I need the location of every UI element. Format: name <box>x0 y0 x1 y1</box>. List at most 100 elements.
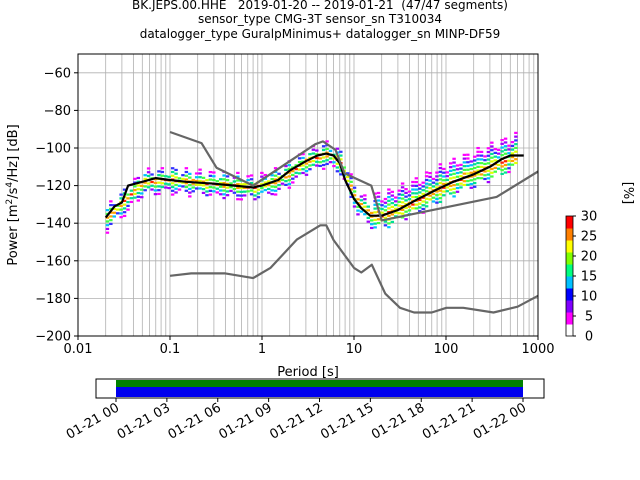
density-cell <box>184 185 189 189</box>
density-cell <box>452 172 456 175</box>
title-line-2: sensor_type CMG-3T sensor_sn T310034 <box>197 12 443 26</box>
density-cell <box>136 176 141 180</box>
density-cell <box>304 166 309 169</box>
density-cell <box>394 203 398 207</box>
density-cell <box>140 188 144 191</box>
density-cell <box>431 192 436 196</box>
density-cell <box>466 179 470 183</box>
density-cell <box>222 174 226 177</box>
density-cell <box>496 163 501 167</box>
density-cell <box>273 178 278 181</box>
density-cell <box>311 163 316 166</box>
density-cell <box>390 202 395 205</box>
colorbar-step <box>566 228 573 231</box>
timeline-tick-label: 01-22 00 <box>471 400 529 442</box>
density-cell <box>115 212 120 215</box>
density-cell <box>157 174 161 177</box>
density-cell <box>150 180 154 184</box>
density-cell <box>514 131 518 134</box>
density-cell <box>373 192 377 195</box>
density-cell <box>455 175 460 178</box>
density-cell <box>332 161 336 164</box>
density-cell <box>164 175 168 178</box>
density-cell <box>376 221 381 225</box>
density-cell <box>369 223 374 226</box>
colorbar-tick-label: 0 <box>585 330 593 345</box>
colorbar-tick-label: 5 <box>585 310 593 325</box>
density-cell <box>424 182 429 185</box>
density-cell <box>455 164 460 167</box>
density-cell <box>133 177 137 180</box>
density-cell <box>435 197 439 201</box>
density-cell <box>418 195 422 198</box>
density-cell <box>349 173 353 176</box>
density-cell <box>387 188 391 191</box>
colorbar-step <box>566 302 573 305</box>
density-cell <box>435 182 439 185</box>
density-cell <box>332 157 336 160</box>
density-cell <box>325 162 329 166</box>
title-line-1: BK.JEPS.00.HHE 2019-01-20 -- 2019-01-21 … <box>132 0 508 12</box>
density-cell <box>459 167 463 170</box>
density-cell <box>253 190 257 193</box>
density-cell <box>483 155 487 158</box>
density-cell <box>315 160 319 163</box>
y-tick-label: −200 <box>35 330 71 345</box>
density-cell <box>160 182 165 185</box>
density-cell <box>143 177 147 181</box>
density-cell <box>170 182 175 185</box>
x-tick-label: 0.01 <box>64 342 93 357</box>
density-cell <box>270 177 274 181</box>
colorbar-step <box>566 242 573 245</box>
density-cell <box>373 211 377 214</box>
density-cell <box>503 152 508 155</box>
density-cell <box>232 176 237 179</box>
density-cell <box>133 192 137 195</box>
density-cell <box>205 179 209 182</box>
density-cell <box>352 194 357 197</box>
colorbar-step <box>566 308 573 311</box>
density-cell <box>184 178 189 181</box>
density-cell <box>376 218 381 221</box>
colorbar-step <box>566 252 573 255</box>
density-cell <box>328 149 333 152</box>
density-cell <box>188 176 192 179</box>
density-cell <box>404 188 408 191</box>
density-cell <box>421 207 425 211</box>
density-cell <box>280 182 285 185</box>
density-cell <box>304 162 309 165</box>
density-cell <box>321 145 326 148</box>
density-cell <box>349 195 353 199</box>
colorbar-step <box>566 324 573 327</box>
colorbar-step <box>566 286 573 289</box>
density-cell <box>267 187 271 191</box>
density-cell <box>140 196 144 199</box>
density-cell <box>373 207 377 210</box>
density-cell <box>236 198 240 201</box>
density-cell <box>232 191 237 194</box>
colorbar-step <box>566 244 573 247</box>
density-cell <box>356 213 360 216</box>
density-cell <box>363 194 367 197</box>
density-cell <box>479 162 484 165</box>
density-cell <box>472 163 477 166</box>
density-cell <box>198 172 202 175</box>
density-cell <box>126 208 130 211</box>
density-cell <box>472 170 477 173</box>
density-cell <box>376 203 381 206</box>
density-cell <box>215 191 219 194</box>
density-cell <box>236 179 240 182</box>
density-cell <box>170 189 175 192</box>
density-cell <box>212 178 216 182</box>
NHNM-line <box>169 130 539 222</box>
density-cell <box>270 189 274 192</box>
density-cell <box>421 192 425 196</box>
density-cell <box>287 179 292 182</box>
density-cell <box>438 200 443 204</box>
density-cell <box>249 181 254 185</box>
density-cell <box>287 164 292 167</box>
density-cell <box>431 185 436 188</box>
density-cell <box>222 196 226 200</box>
density-cell <box>510 163 515 166</box>
colorbar-step <box>566 326 573 329</box>
